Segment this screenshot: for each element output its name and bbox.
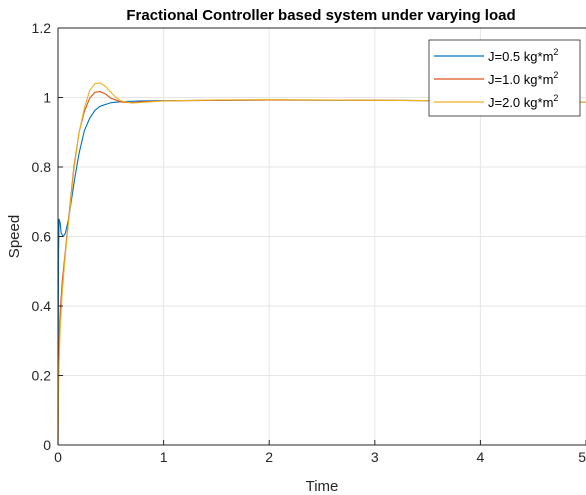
x-tick-label: 1	[160, 449, 168, 465]
x-tick-label: 5	[578, 449, 586, 465]
legend-label-superscript: 2	[553, 70, 558, 80]
legend-items: J=0.5 kg*m2 J=1.0 kg*m2 J=2.0 kg*m2	[434, 47, 558, 110]
x-axis-label: Time	[306, 478, 339, 495]
legend-label-2: J=1.0 kg*m2	[488, 70, 558, 87]
x-tick-label: 0	[54, 449, 62, 465]
y-tick-label: 0.6	[32, 229, 52, 245]
x-tick-label: 4	[477, 449, 485, 465]
series-lines	[57, 82, 586, 446]
y-tick-label: 1	[43, 90, 51, 106]
legend-label-superscript: 2	[553, 93, 558, 103]
x-tick-label: 3	[371, 449, 379, 465]
legend-label-3: J=2.0 kg*m2	[488, 93, 558, 110]
y-tick-label: 0.2	[32, 368, 52, 384]
chart-title: Fractional Controller based system under…	[126, 7, 515, 24]
legend-label-superscript: 2	[553, 47, 558, 57]
axes	[57, 27, 586, 446]
y-tick-labels: 0 0.2 0.4 0.6 0.8 1 1.2	[32, 20, 52, 453]
x-tick-labels: 0 1 2 3 4 5	[54, 449, 586, 465]
series-line-3	[57, 82, 586, 446]
legend-box	[428, 39, 581, 117]
y-tick-label: 1.2	[32, 20, 52, 36]
y-tick-label: 0.4	[32, 298, 52, 314]
y-axis-label: Speed	[6, 215, 23, 258]
legend-label-1: J=0.5 kg*m2	[488, 47, 558, 64]
x-tick-label: 2	[265, 449, 273, 465]
y-tick-label: 0	[43, 437, 51, 453]
y-tick-label: 0.8	[32, 159, 52, 175]
legend: J=0.5 kg*m2 J=1.0 kg*m2 J=2.0 kg*m2	[428, 39, 581, 117]
